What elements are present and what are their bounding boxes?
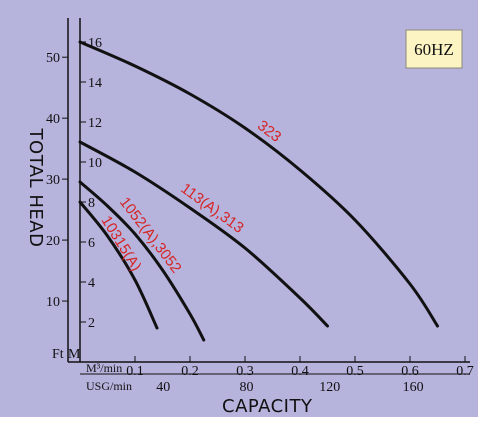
y-tick-label-m: 10	[88, 156, 102, 171]
x-tick-label-primary: 0.1	[126, 364, 144, 379]
y-unit-right-label: M	[68, 347, 81, 362]
x-axis-title: CAPACITY	[222, 396, 313, 417]
y-tick-label-m: 4	[88, 276, 95, 291]
y-tick-label-ft: 50	[46, 51, 60, 66]
y-tick-label-m: 12	[88, 116, 102, 131]
y-unit-left-label: Ft	[52, 347, 64, 362]
x-tick-label-secondary: 120	[319, 380, 340, 395]
y-tick-label-m: 2	[88, 316, 95, 331]
y-tick-label-ft: 10	[46, 295, 60, 310]
x-tick-label-primary: 0.2	[181, 364, 199, 379]
x-tick-label-secondary: 160	[403, 380, 424, 395]
y-tick-label-ft: 30	[46, 173, 60, 188]
frequency-badge: 60HZ	[414, 40, 454, 59]
series-line	[78, 180, 206, 342]
x-tick-label-primary: 0.5	[346, 364, 364, 379]
frequency-badge-box	[405, 29, 463, 69]
x-unit-secondary-label: USG/min	[86, 379, 132, 393]
x-tick-label-primary: 0.3	[236, 364, 254, 379]
y-tick-label-ft: 20	[46, 234, 60, 249]
y-tick-label-m: 14	[88, 76, 102, 91]
y-tick-label-ft: 40	[46, 112, 60, 127]
series-line	[78, 40, 439, 328]
series-line	[78, 140, 329, 328]
series-label: 323	[254, 117, 284, 146]
y-tick-label-m: 8	[88, 196, 95, 211]
x-tick-label-secondary: 80	[240, 380, 254, 395]
x-tick-label-primary: 0.6	[401, 364, 419, 379]
x-unit-primary-label: M³/min	[86, 361, 122, 375]
x-tick-label-primary: 0.4	[291, 364, 309, 379]
series-group	[78, 40, 439, 342]
y-tick-label-m: 6	[88, 236, 95, 251]
x-tick-label-secondary: 40	[156, 380, 170, 395]
series-line	[78, 200, 159, 330]
x-tick-label-primary: 0.7	[456, 364, 474, 379]
y-axis-title: TOTAL HEAD	[25, 128, 46, 248]
